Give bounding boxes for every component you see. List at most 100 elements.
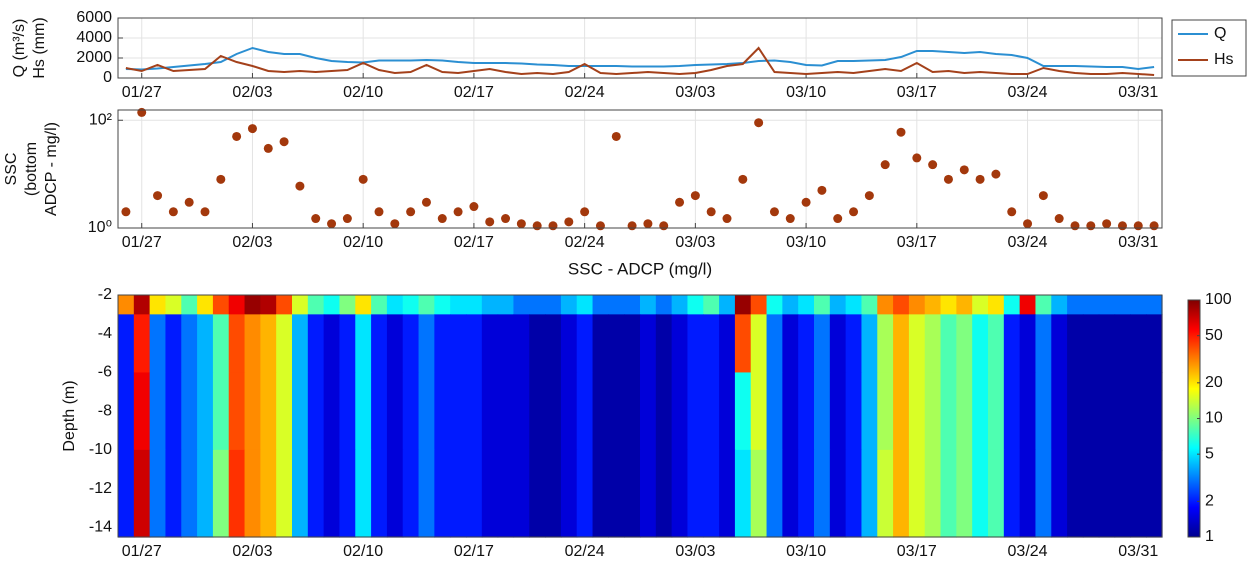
scatter-point [880,160,890,170]
heatmap-cell [228,295,246,315]
x-tick-label: 03/10 [786,84,826,101]
scatter-point [1023,219,1033,229]
scatter-point [516,219,526,229]
heatmap-cell [1035,449,1052,538]
heatmap-cell [497,372,515,451]
x-tick-label: 03/03 [675,84,715,101]
heatmap-cell [513,295,530,315]
scatter-point [485,217,495,227]
heatmap-cell [908,372,926,451]
heatmap-cell [1003,295,1021,315]
scatter-point [659,221,669,231]
scatter-point [342,214,352,224]
scatter-point [184,197,194,207]
x-tick-label: 03/24 [1008,543,1048,560]
heatmap-cell [133,449,151,538]
heatmap-cell [481,314,499,374]
heatmap-cell [671,372,689,451]
heatmap-cell [956,295,973,315]
heatmap-cell [1051,314,1068,374]
heatmap-cell [734,295,752,315]
x-tick-label: 03/17 [897,543,937,560]
heatmap-cell [845,372,863,451]
heatmap-cell [560,449,578,538]
heatmap-cell [545,314,562,374]
heatmap-cell [1051,295,1068,315]
heatmap-cell [1098,314,1116,374]
heatmap-cell [244,449,261,538]
heatmap-cell [560,295,578,315]
heatmap-cell [893,295,910,315]
heatmap-cell [1082,314,1100,374]
heatmap-cell [228,372,246,451]
scatter-point [216,174,226,184]
scatter-point [833,214,843,224]
heatmap-cell [1019,372,1037,451]
heatmap-cell [829,372,847,451]
heatmap-cell [1019,449,1037,538]
scatter-point [295,181,305,191]
scatter-point [722,214,732,224]
heatmap-cell [829,449,847,538]
heatmap-cell [402,449,420,538]
heatmap-cell [1130,295,1147,315]
heatmap-cell [513,372,530,451]
x-tick-label: 02/03 [232,234,272,251]
heatmap-cell [450,372,467,451]
heatmap-cell [640,314,657,374]
heatmap-cell [1082,295,1100,315]
scatter-point [801,197,811,207]
heatmap-cell [529,314,546,374]
heatmap-cell [560,372,578,451]
plot-frame [117,294,1163,538]
heatmap-cell [687,372,704,451]
scatter-point [437,214,447,224]
heatmap-cell [924,449,942,538]
scatter-point [232,131,242,141]
heatmap-cell [339,295,356,315]
scatter-point [817,185,827,195]
colorbar-tick-label: 50 [1205,327,1223,344]
heatmap-cell [260,295,277,315]
heatmap-cell [845,449,863,538]
heatmap-cell [1146,449,1163,538]
heatmap-cell [307,314,325,374]
heatmap-cell [434,295,451,315]
heatmap-cell [687,449,704,538]
heatmap-cell [861,372,878,451]
heatmap-cell [893,314,910,374]
heatmap-cell [861,314,878,374]
scatter-point [896,127,906,137]
heatmap-cell [323,295,341,315]
heatmap-cell [576,314,594,374]
heatmap-cell [956,372,973,451]
heatmap-cell [766,314,783,374]
heatmap-cell [703,314,720,374]
heatmap-cell [307,295,325,315]
x-tick-label: 03/03 [675,234,715,251]
heatmap-cell [545,449,562,538]
heatmap-cell [782,295,799,315]
scatter-point [279,137,289,147]
heatmap-cell [118,372,135,451]
scatter-point [453,207,463,217]
heatmap-cell [1130,449,1147,538]
x-tick-label: 03/17 [897,84,937,101]
scatter-point [200,207,210,217]
heatmap-cell [750,372,768,451]
panel: -2 -4 -6 -8 -10 -12 -14 01/27 02/03 02/10 02/17 02/… [61,259,1232,560]
heatmap-cell [118,449,135,538]
heatmap-cell [624,449,641,538]
heatmap-cell [750,314,768,374]
y-tick-label: -6 [98,364,112,381]
heatmap-cell [624,314,641,374]
heatmap-cell [924,372,942,451]
panel: 10⁰ 10² 01/27 02/03 02/10 02/17 02/24 03/03 03/1… [3,107,1163,251]
scatter-point [1102,219,1112,229]
heatmap-cell [197,295,214,315]
x-tick-label: 03/24 [1008,234,1048,251]
heatmap-cell [545,295,562,315]
heatmap-cell [877,372,894,451]
scatter-point [706,207,716,217]
heatmap-cell [1082,372,1100,451]
